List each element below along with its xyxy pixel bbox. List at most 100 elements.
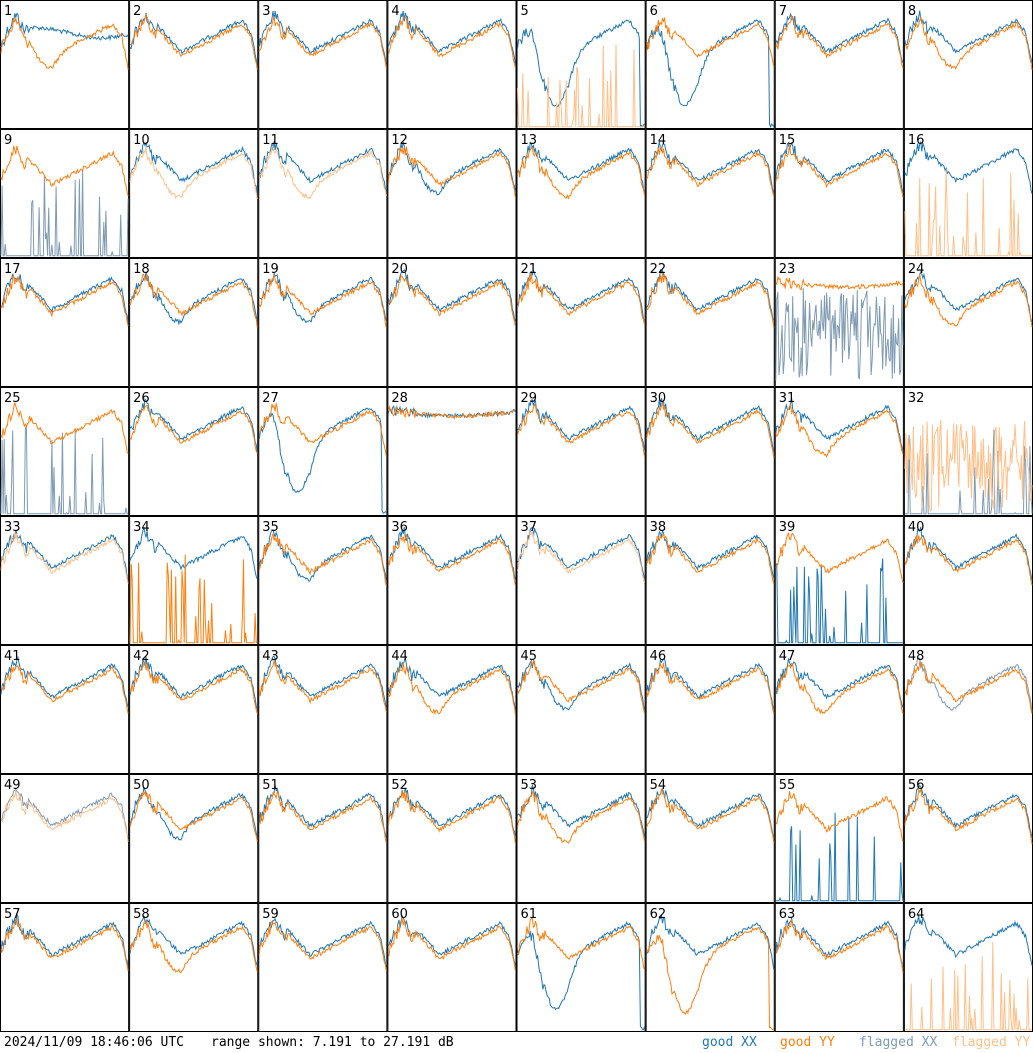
- panel-label: 45: [521, 649, 538, 664]
- series-yy-flagged: [0, 789, 129, 843]
- panel-label: 32: [908, 391, 925, 406]
- series-yy-good: [517, 790, 646, 844]
- range-label: range shown: 7.191 to 27.191 dB: [211, 1035, 454, 1050]
- panel-frame: [774, 516, 904, 645]
- panel-label: 26: [133, 391, 150, 406]
- series-yy-flagged: [904, 419, 1033, 513]
- series-xx-good: [646, 788, 775, 838]
- panel-43: 43: [258, 645, 388, 774]
- series-yy-good: [517, 660, 646, 714]
- series-yy-flagged: [904, 941, 1032, 1031]
- series-xx-good: [904, 270, 1033, 322]
- panel-label: 23: [779, 262, 796, 277]
- series-yy-good: [387, 16, 516, 69]
- series-xx-good: [517, 784, 646, 840]
- panel-frame: [516, 645, 646, 774]
- panel-label: 2: [133, 4, 141, 19]
- series-yy-good: [387, 662, 516, 716]
- series-yy-good: [775, 791, 904, 842]
- series-yy-good: [129, 790, 258, 842]
- panel-frame: [774, 387, 904, 516]
- panel-label: 55: [779, 778, 796, 793]
- panel-frame: [387, 387, 517, 516]
- series-xx-good: [258, 655, 387, 709]
- series-yy-good: [258, 659, 387, 713]
- series-xx-good: [258, 10, 387, 67]
- series-xx-good: [129, 526, 258, 580]
- series-yy-good: [775, 531, 904, 584]
- panel-49: 49: [0, 774, 130, 903]
- panel-7: 7: [774, 0, 904, 129]
- panel-label: 52: [391, 778, 408, 793]
- panel-frame: [258, 516, 388, 645]
- panel-frame: [387, 258, 517, 387]
- panel-frame: [0, 516, 130, 645]
- panel-label: 28: [391, 391, 408, 406]
- panel-label: 42: [133, 649, 150, 664]
- panel-label: 1: [4, 4, 12, 19]
- panel-frame: [129, 774, 259, 903]
- panel-label: 4: [391, 4, 399, 19]
- panel-label: 34: [133, 520, 150, 535]
- series-yy-good: [904, 273, 1033, 328]
- panel-17: 17: [0, 258, 130, 387]
- series-yy-good: [387, 146, 516, 199]
- panel-frame: [258, 387, 388, 516]
- panel-27: 27: [258, 387, 388, 516]
- series-xx-good: [258, 141, 387, 192]
- series-yy-good: [387, 917, 516, 972]
- panel-frame: [129, 0, 259, 129]
- series-yy-good: [904, 661, 1033, 714]
- series-yy-good: [904, 787, 1033, 845]
- series-xx-good: [775, 658, 904, 708]
- series-xx-good: [0, 12, 129, 48]
- series-yy-good: [258, 790, 387, 843]
- series-xx-good: [517, 141, 646, 193]
- series-yy-good: [387, 534, 516, 586]
- panel-frame: [129, 129, 259, 258]
- panel-label: 24: [908, 262, 925, 277]
- panel-13: 13: [516, 129, 646, 258]
- panel-label: 37: [521, 520, 538, 535]
- series-xx-good: [387, 405, 516, 420]
- panel-label: 54: [650, 778, 667, 793]
- series-xx-good: [775, 12, 904, 63]
- series-xx-good: [129, 271, 258, 326]
- series-yy-good: [258, 533, 387, 586]
- panel-frame: [903, 258, 1033, 387]
- series-xx-good: [775, 558, 903, 644]
- series-xx-flagged: [0, 425, 129, 515]
- panel-3: 3: [258, 0, 388, 129]
- panel-label: 35: [262, 520, 279, 535]
- series-yy-flagged: [0, 531, 129, 584]
- series-yy-good: [775, 403, 904, 459]
- panel-44: 44: [387, 645, 517, 774]
- footer: 2024/11/09 18:46:06 UTC range shown: 7.1…: [0, 1032, 1033, 1053]
- panel-label: 18: [133, 262, 150, 277]
- panel-label: 12: [391, 133, 408, 148]
- panel-frame: [516, 903, 646, 1032]
- panel-41: 41: [0, 645, 130, 774]
- panel-label: 51: [262, 778, 279, 793]
- series-xx-good: [0, 273, 129, 324]
- series-yy-good: [646, 146, 775, 197]
- series-xx-good: [646, 398, 775, 453]
- series-xx-good: [517, 526, 646, 580]
- panel-label: 58: [133, 907, 150, 922]
- series-yy-good: [517, 402, 646, 458]
- panel-47: 47: [774, 645, 904, 774]
- panel-label: 3: [262, 4, 270, 19]
- series-xx-good: [775, 398, 904, 452]
- series-xx-flagged: [775, 288, 904, 381]
- panel-57: 57: [0, 903, 130, 1032]
- series-xx-good: [775, 812, 904, 902]
- panel-frame: [387, 903, 517, 1032]
- panel-label: 25: [4, 391, 21, 406]
- series-xx-good: [0, 912, 129, 970]
- panel-label: 59: [262, 907, 279, 922]
- panel-frame: [774, 645, 904, 774]
- panel-34: 34: [129, 516, 259, 645]
- series-yy-good: [258, 16, 387, 69]
- panel-18: 18: [129, 258, 259, 387]
